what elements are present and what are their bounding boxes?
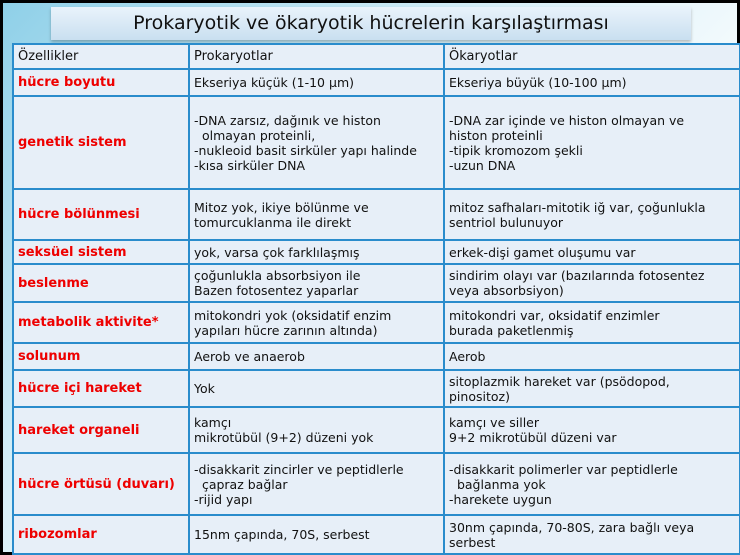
cell-line: -DNA zarsız, dağınık ve histon	[194, 112, 381, 128]
feature-cell: ribozomlar	[12, 514, 190, 555]
prokaryot-cell: 15nm çapında, 70S, serbest	[188, 514, 445, 555]
prokaryot-cell: Ekseriya küçük (1-10 μm)	[188, 68, 445, 97]
okaryot-cell: mitokondri var, oksidatif enzimler burada…	[443, 301, 740, 344]
okaryot-cell: sindirim olayı var (bazılarında fotosent…	[443, 263, 740, 303]
prokaryot-cell: Aerob ve anaerob	[188, 342, 445, 371]
cell-line: -disakkarit polimerler var peptidlerle	[449, 461, 678, 477]
table-row: hareket organeli kamçı mikrotübül (9+2) dü…	[12, 406, 740, 454]
cell-line: sentriol bulunuyor	[449, 214, 564, 230]
table-row: seksüel sistem yok, varsa çok farklılaşmı…	[12, 239, 740, 265]
table-row: hücre örtüsü (duvarı) -disakkarit zincirl…	[12, 452, 740, 516]
cell-line: histon proteinli	[449, 127, 543, 143]
table-row: genetik sistem -DNA zarsız, dağınık ve hi…	[12, 95, 740, 190]
table-row: hücre boyutu Ekseriya küçük (1-10 μm) Ekse…	[12, 68, 740, 97]
okaryot-cell: mitoz safhaları-mitotik iğ var, çoğunluk…	[443, 188, 740, 241]
table-row: metabolik aktivite* mitokondri yok (oksid…	[12, 301, 740, 344]
table-row: beslenme çoğunlukla absorbsiyon ile Bazen …	[12, 263, 740, 303]
okaryot-cell: -disakkarit polimerler var peptidlerle b…	[443, 452, 740, 516]
cell-line: mitokondri yok (oksidatif enzim	[194, 307, 392, 323]
table-row: ribozomlar 15nm çapında, 70S, serbest 30nm…	[12, 514, 740, 555]
prokaryot-cell: yok, varsa çok farklılaşmış	[188, 239, 445, 265]
feature-cell: genetik sistem	[12, 95, 190, 190]
cell-line: çoğunlukla absorbsiyon ile	[194, 268, 361, 283]
prokaryot-cell: çoğunlukla absorbsiyon ile Bazen fotosent…	[188, 263, 445, 303]
cell-line: mitoz safhaları-mitotik iğ var, çoğunluk…	[449, 199, 706, 215]
cell-line: serbest	[449, 534, 496, 550]
feature-cell: hareket organeli	[12, 406, 190, 454]
okaryot-cell: -DNA zar içinde ve histon olmayan ve hist…	[443, 95, 740, 190]
cell-line: erkek-dişi gamet oluşumu var	[449, 244, 636, 260]
cell-line: Ekseriya büyük (10-100 μm)	[449, 75, 627, 90]
cell-line: -tipik kromozom şekli	[449, 142, 583, 158]
header-cell: Prokaryotlar	[188, 43, 445, 70]
table-row: hücre içi hareket Yok sitoplazmik hareket …	[12, 369, 740, 408]
feature-cell: seksüel sistem	[12, 239, 190, 265]
slide-title: Prokaryotik ve ökaryotik hücrelerin karş…	[51, 7, 691, 40]
feature-cell: hücre içi hareket	[12, 369, 190, 408]
cell-line: yapıları hücre zarının altında)	[194, 322, 378, 338]
cell-line: sindirim olayı var (bazılarında fotosent…	[449, 268, 705, 283]
cell-line: mikrotübül (9+2) düzeni yok	[194, 430, 374, 445]
feature-cell: solunum	[12, 342, 190, 371]
feature-cell: metabolik aktivite*	[12, 301, 190, 344]
cell-line: pinositoz)	[449, 388, 510, 404]
cell-line: 15nm çapında, 70S, serbest	[194, 527, 370, 542]
cell-line: -kısa sirküler DNA	[194, 157, 306, 173]
header-cell: Ökaryotlar	[443, 43, 740, 70]
prokaryot-cell: Mitoz yok, ikiye bölünme ve tomurcuklanma…	[188, 188, 445, 241]
cell-line: -nukleoid basit sirküler yapı halinde	[194, 142, 417, 158]
cell-line: olmayan proteinli,	[194, 127, 316, 143]
comparison-table: Özellikler Prokaryotlar Ökaryotlar hücre…	[12, 43, 740, 555]
cell-line: tomurcuklanma ile direkt	[194, 214, 352, 230]
okaryot-cell: sitoplazmik hareket var (psödopod, pinosi…	[443, 369, 740, 408]
header-cell: Özellikler	[12, 43, 190, 70]
feature-cell: beslenme	[12, 263, 190, 303]
cell-line: 30nm çapında, 70-80S, zara bağlı veya	[449, 519, 695, 535]
cell-line: 9+2 mikrotübül düzeni var	[449, 430, 617, 445]
cell-line: -harekete uygun	[449, 491, 552, 507]
cell-line: Aerob ve anaerob	[194, 349, 305, 364]
cell-line: Bazen fotosentez yaparlar	[194, 283, 359, 298]
cell-line: mitokondri var, oksidatif enzimler	[449, 307, 660, 323]
prokaryot-cell: -disakkarit zincirler ve peptidlerle çap…	[188, 452, 445, 516]
cell-line: yok, varsa çok farklılaşmış	[194, 244, 360, 260]
cell-line: Yok	[194, 381, 215, 396]
cell-line: -disakkarit zincirler ve peptidlerle	[194, 461, 404, 477]
feature-cell: hücre bölünmesi	[12, 188, 190, 241]
okaryot-cell: Aerob	[443, 342, 740, 371]
cell-line: burada paketlenmiş	[449, 322, 574, 338]
table-row: hücre bölünmesi Mitoz yok, ikiye bölünme …	[12, 188, 740, 241]
cell-line: Aerob	[449, 349, 486, 364]
cell-line: Mitoz yok, ikiye bölünme ve	[194, 199, 369, 215]
cell-line: sitoplazmik hareket var (psödopod,	[449, 373, 670, 389]
cell-line: kamçı	[194, 415, 232, 430]
feature-cell: hücre boyutu	[12, 68, 190, 97]
prokaryot-cell: -DNA zarsız, dağınık ve histon olmayan p…	[188, 95, 445, 190]
cell-line: veya absorbsiyon)	[449, 283, 564, 298]
cell-line: -DNA zar içinde ve histon olmayan ve	[449, 112, 685, 128]
cell-line: -uzun DNA	[449, 157, 516, 173]
okaryot-cell: 30nm çapında, 70-80S, zara bağlı veya ser…	[443, 514, 740, 555]
cell-line: bağlanma yok	[449, 476, 546, 492]
cell-line: kamçı ve siller	[449, 415, 539, 430]
okaryot-cell: erkek-dişi gamet oluşumu var	[443, 239, 740, 265]
cell-line: çapraz bağlar	[194, 476, 288, 492]
prokaryot-cell: kamçı mikrotübül (9+2) düzeni yok	[188, 406, 445, 454]
feature-cell: hücre örtüsü (duvarı)	[12, 452, 190, 516]
prokaryot-cell: Yok	[188, 369, 445, 408]
okaryot-cell: Ekseriya büyük (10-100 μm)	[443, 68, 740, 97]
prokaryot-cell: mitokondri yok (oksidatif enzim yapıları …	[188, 301, 445, 344]
table-row: solunum Aerob ve anaerob Aerob	[12, 342, 740, 371]
cell-line: Ekseriya küçük (1-10 μm)	[194, 75, 354, 90]
cell-line: -rijid yapı	[194, 491, 253, 507]
header-row: Özellikler Prokaryotlar Ökaryotlar	[12, 43, 740, 70]
okaryot-cell: kamçı ve siller 9+2 mikrotübül düzeni var	[443, 406, 740, 454]
